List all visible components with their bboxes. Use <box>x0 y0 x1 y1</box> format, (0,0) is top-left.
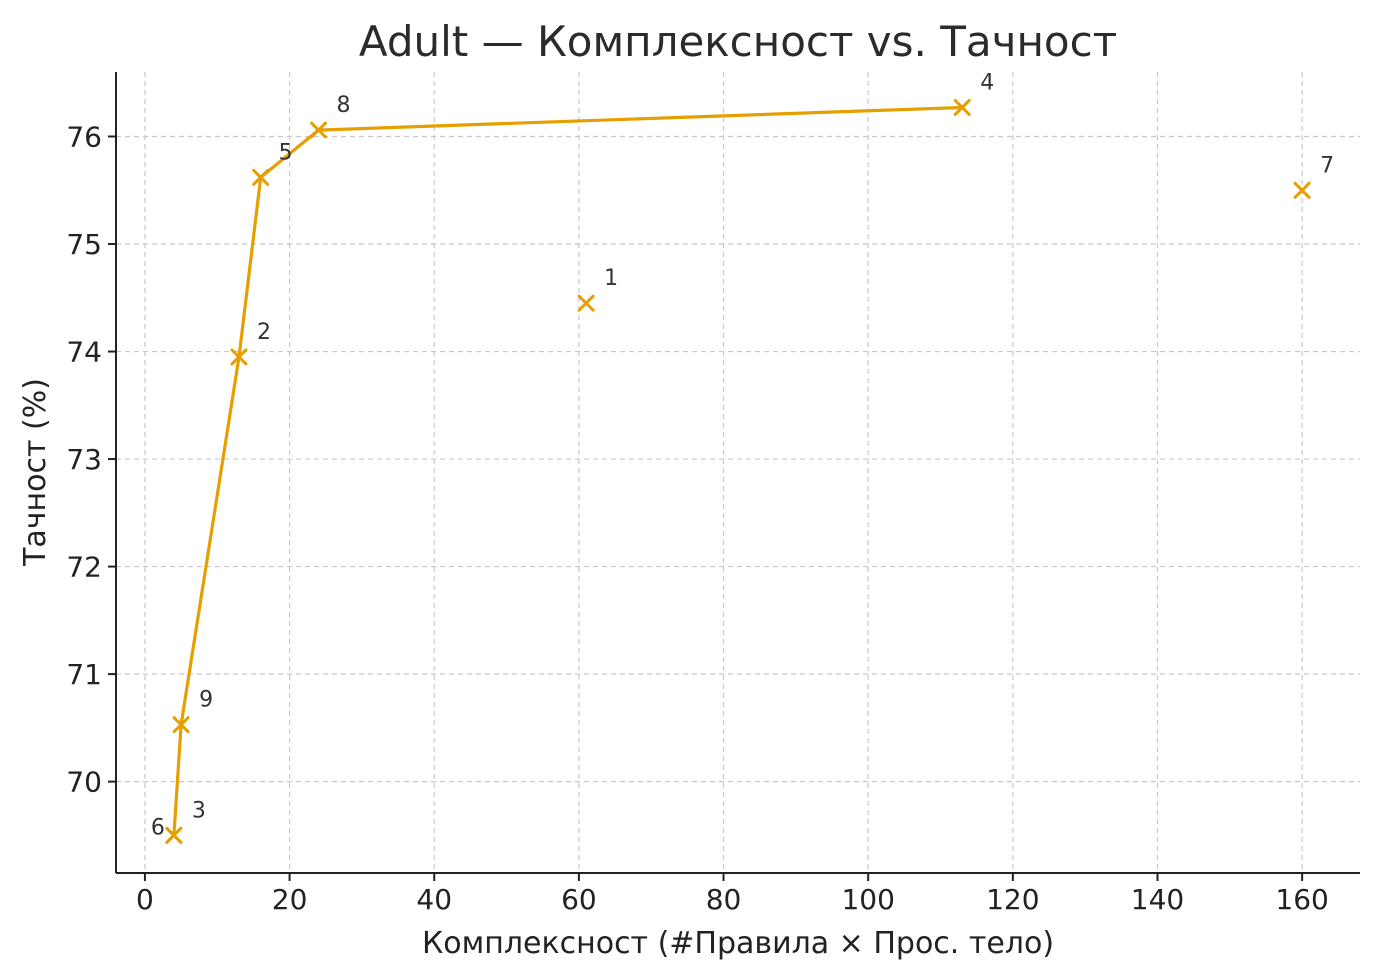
data-point-marker <box>172 716 190 734</box>
data-point-marker <box>953 98 971 116</box>
y-tick-label: 73 <box>66 443 102 476</box>
x-tick-label: 20 <box>272 883 308 916</box>
x-tick-label: 100 <box>841 883 894 916</box>
data-point-marker <box>577 294 595 312</box>
x-tick-label: 160 <box>1275 883 1328 916</box>
data-point-label: 4 <box>980 70 994 95</box>
y-tick-label: 74 <box>66 336 102 369</box>
x-axis-label: Комплексност (#Правила × Прос. тело) <box>422 926 1054 961</box>
data-point-label: 9 <box>199 688 213 713</box>
data-point-label: 2 <box>257 320 271 345</box>
y-tick-label: 71 <box>66 658 102 691</box>
data-point-label: 7 <box>1320 153 1334 178</box>
data-point-marker <box>310 121 328 139</box>
data-layer <box>165 98 1311 844</box>
y-tick-label: 70 <box>66 766 102 799</box>
y-tick-label: 72 <box>66 551 102 584</box>
x-tick-label: 60 <box>561 883 597 916</box>
x-tick-label: 120 <box>986 883 1039 916</box>
x-tick-label: 0 <box>136 883 154 916</box>
data-point-label: 6 <box>151 815 165 840</box>
x-tick-label: 40 <box>416 883 452 916</box>
data-point-label: 3 <box>192 798 206 823</box>
data-point-label: 1 <box>604 266 618 291</box>
chart-title: Adult — Комплексност vs. Тачност <box>359 17 1117 66</box>
data-point-label: 8 <box>337 93 351 118</box>
data-point-marker <box>165 826 183 844</box>
grid-layer <box>116 72 1360 873</box>
axes-layer <box>115 72 1360 874</box>
x-tick-label: 80 <box>706 883 742 916</box>
y-tick-label: 75 <box>66 228 102 261</box>
pareto-frontier-line <box>172 105 963 836</box>
y-axis-label: Тачност (%) <box>18 378 53 567</box>
data-point-label: 5 <box>279 140 293 165</box>
data-point-marker <box>252 168 270 186</box>
labels-layer: 1 2 3 4 5 6 7 8 9 <box>151 70 1334 840</box>
data-point-marker <box>230 348 248 366</box>
data-point-marker <box>1293 181 1311 199</box>
y-tick-label: 76 <box>66 121 102 154</box>
ticks-layer: 0 20 40 60 80 100 120 140 160 70 71 72 73 74 75 76 <box>66 121 1329 916</box>
x-tick-label: 140 <box>1131 883 1184 916</box>
